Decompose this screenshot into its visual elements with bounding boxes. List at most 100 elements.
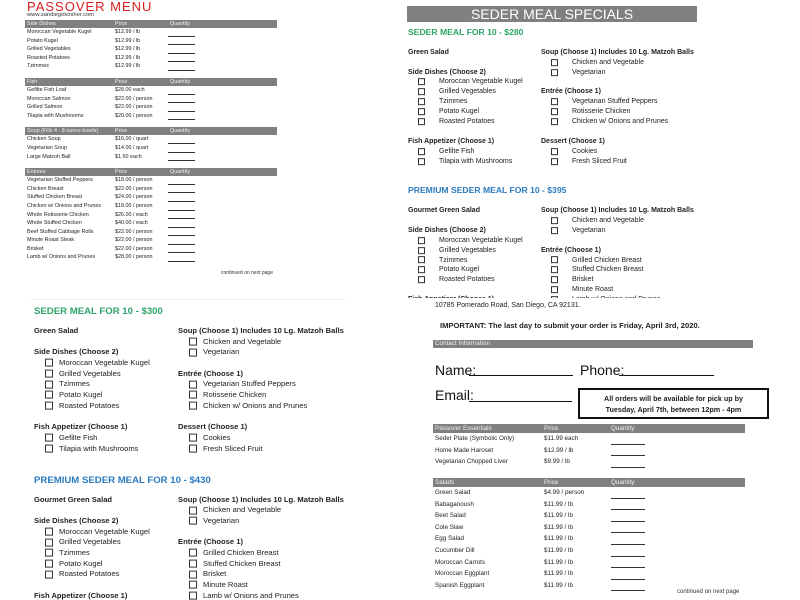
checkbox[interactable] — [551, 108, 558, 116]
checkbox[interactable] — [418, 88, 425, 96]
quantity-field[interactable] — [168, 243, 195, 245]
checkbox[interactable] — [189, 337, 197, 346]
option-chicken-w-onions-and-prunes[interactable]: Chicken w/ Onions and Prunes — [178, 401, 344, 412]
checkbox[interactable] — [189, 591, 197, 600]
option-roasted-potatoes[interactable]: Roasted Potatoes — [408, 275, 541, 285]
quantity-field[interactable] — [611, 543, 645, 545]
checkbox[interactable] — [189, 516, 197, 525]
checkbox[interactable] — [418, 276, 425, 284]
name-field[interactable] — [469, 375, 573, 376]
option-grilled-vegetables[interactable]: Grilled Vegetables — [34, 369, 178, 380]
checkbox[interactable] — [551, 118, 558, 126]
quantity-field[interactable] — [168, 69, 195, 71]
quantity-field[interactable] — [611, 497, 645, 499]
checkbox[interactable] — [45, 433, 53, 442]
option-potato-kugel[interactable]: Potato Kugel — [408, 265, 541, 275]
option-lamb-w-onions-and-prunes[interactable]: Lamb w/ Onions and Prunes — [541, 295, 694, 298]
option-chicken-and-vegetable[interactable]: Chicken and Vegetable — [541, 216, 694, 226]
checkbox[interactable] — [189, 570, 197, 579]
checkbox[interactable] — [189, 506, 197, 515]
checkbox[interactable] — [189, 444, 197, 453]
option-vegetarian[interactable]: Vegetarian — [541, 68, 694, 78]
option-vegetarian[interactable]: Vegetarian — [541, 226, 694, 236]
option-fresh-sliced-fruit[interactable]: Fresh Sliced Fruit — [541, 157, 694, 167]
checkbox[interactable] — [418, 147, 425, 155]
checkbox[interactable] — [418, 98, 425, 106]
checkbox[interactable] — [551, 68, 558, 76]
option-chicken-and-vegetable[interactable]: Chicken and Vegetable — [541, 58, 694, 68]
checkbox[interactable] — [418, 78, 425, 86]
quantity-field[interactable] — [611, 455, 645, 457]
quantity-field[interactable] — [168, 142, 195, 144]
quantity-field[interactable] — [168, 218, 195, 220]
option-tzimmes[interactable]: Tzimmes — [34, 548, 178, 559]
checkbox[interactable] — [551, 276, 558, 284]
checkbox[interactable] — [189, 380, 197, 389]
checkbox[interactable] — [189, 559, 197, 568]
checkbox[interactable] — [45, 380, 53, 389]
option-grilled-vegetables[interactable]: Grilled Vegetables — [408, 87, 541, 97]
option-chicken-w-onions-and-prunes[interactable]: Chicken w/ Onions and Prunes — [541, 117, 694, 127]
checkbox[interactable] — [418, 266, 425, 274]
quantity-field[interactable] — [168, 93, 195, 95]
checkbox[interactable] — [418, 256, 425, 264]
phone-field[interactable] — [619, 375, 714, 376]
checkbox[interactable] — [551, 226, 558, 234]
quantity-field[interactable] — [168, 52, 195, 54]
option-moroccan-vegetable-kugel[interactable]: Moroccan Vegetable Kugel — [408, 77, 541, 87]
option-minute-roast[interactable]: Minute Roast — [178, 580, 344, 591]
option-gefilte-fish[interactable]: Gefilte Fish — [34, 433, 178, 444]
option-potato-kugel[interactable]: Potato Kugel — [34, 559, 178, 570]
quantity-field[interactable] — [168, 119, 195, 121]
option-grilled-chicken-breast[interactable]: Grilled Chicken Breast — [541, 256, 694, 266]
option-brisket[interactable]: Brisket — [178, 569, 344, 580]
checkbox[interactable] — [189, 391, 197, 400]
option-grilled-vegetables[interactable]: Grilled Vegetables — [408, 246, 541, 256]
checkbox[interactable] — [418, 236, 425, 244]
checkbox[interactable] — [45, 369, 53, 378]
option-cookies[interactable]: Cookies — [541, 147, 694, 157]
option-roasted-potatoes[interactable]: Roasted Potatoes — [34, 569, 178, 580]
checkbox[interactable] — [45, 570, 53, 579]
checkbox[interactable] — [551, 98, 558, 106]
option-brisket[interactable]: Brisket — [541, 275, 694, 285]
quantity-field[interactable] — [168, 61, 195, 63]
quantity-field[interactable] — [611, 578, 645, 580]
checkbox[interactable] — [189, 433, 197, 442]
quantity-field[interactable] — [611, 520, 645, 522]
quantity-field[interactable] — [168, 226, 195, 228]
option-vegetarian[interactable]: Vegetarian — [178, 347, 344, 358]
quantity-field[interactable] — [611, 555, 645, 557]
quantity-field[interactable] — [168, 110, 195, 112]
checkbox[interactable] — [189, 581, 197, 590]
checkbox[interactable] — [418, 246, 425, 254]
checkbox[interactable] — [551, 256, 558, 264]
option-vegetarian-stuffed-peppers[interactable]: Vegetarian Stuffed Peppers — [541, 97, 694, 107]
checkbox[interactable] — [418, 118, 425, 126]
option-tilapia-with-mushrooms[interactable]: Tilapia with Mushrooms — [34, 444, 178, 455]
option-chicken-and-vegetable[interactable]: Chicken and Vegetable — [178, 505, 344, 516]
checkbox[interactable] — [45, 359, 53, 368]
checkbox[interactable] — [189, 401, 197, 410]
quantity-field[interactable] — [611, 567, 645, 569]
checkbox[interactable] — [45, 444, 53, 453]
option-potato-kugel[interactable]: Potato Kugel — [34, 390, 178, 401]
option-roasted-potatoes[interactable]: Roasted Potatoes — [408, 117, 541, 127]
checkbox[interactable] — [418, 108, 425, 116]
option-tilapia-with-mushrooms[interactable]: Tilapia with Mushrooms — [408, 157, 541, 167]
email-field[interactable] — [469, 401, 572, 402]
option-stuffed-chicken-breast[interactable]: Stuffed Chicken Breast — [178, 559, 344, 570]
checkbox[interactable] — [45, 401, 53, 410]
option-moroccan-vegetable-kugel[interactable]: Moroccan Vegetable Kugel — [34, 358, 178, 369]
option-vegetarian-stuffed-peppers[interactable]: Vegetarian Stuffed Peppers — [178, 379, 344, 390]
quantity-field[interactable] — [168, 35, 195, 37]
option-rotisserie-chicken[interactable]: Rotisserie Chicken — [541, 107, 694, 117]
quantity-field[interactable] — [611, 590, 645, 592]
option-roasted-potatoes[interactable]: Roasted Potatoes — [34, 401, 178, 412]
quantity-field[interactable] — [168, 235, 195, 237]
quantity-field[interactable] — [168, 102, 195, 104]
quantity-field[interactable] — [168, 192, 195, 194]
quantity-field[interactable] — [611, 532, 645, 534]
option-vegetarian[interactable]: Vegetarian — [178, 516, 344, 527]
quantity-field[interactable] — [168, 160, 195, 162]
